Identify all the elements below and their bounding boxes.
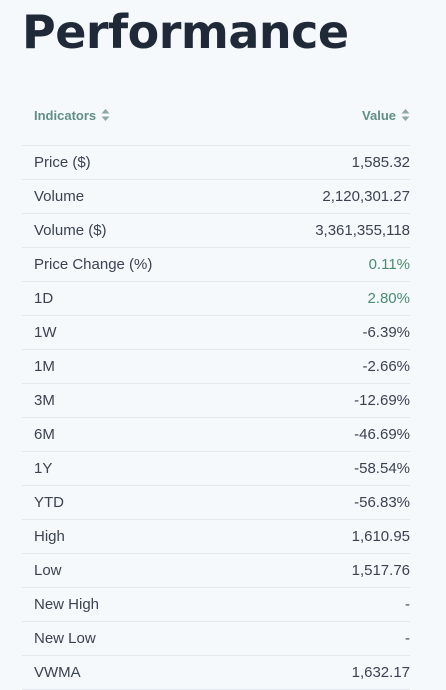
indicator-value: -46.69% [354, 426, 410, 443]
value-column-header[interactable]: Value [362, 108, 410, 123]
indicators-header-label: Indicators [34, 107, 97, 123]
value-header-label: Value [362, 107, 396, 123]
indicator-value: -6.39% [362, 324, 410, 341]
indicator-value: -12.69% [354, 392, 410, 409]
table-row: 1D 2.80% [22, 282, 410, 316]
indicator-label: New High [34, 596, 100, 613]
indicator-value: - [405, 630, 410, 647]
indicator-label: 1M [34, 358, 55, 375]
table-row: Volume ($) 3,361,355,118 [22, 214, 410, 248]
table-row: Price ($) 1,585.32 [22, 146, 410, 180]
indicator-value: -58.54% [354, 460, 410, 477]
indicator-value: 2,120,301.27 [322, 188, 410, 205]
indicator-value: 0.11% [368, 256, 410, 273]
indicator-label: Volume ($) [34, 222, 107, 239]
table-body: Price ($) 1,585.32 Volume 2,120,301.27 V… [22, 146, 410, 690]
indicator-value: 3,361,355,118 [315, 222, 410, 239]
indicator-label: Price Change (%) [34, 256, 153, 273]
table-row: Low 1,517.76 [22, 554, 410, 588]
indicator-value: 1,585.32 [351, 154, 410, 171]
indicator-value: 1,632.17 [351, 664, 410, 681]
indicator-label: 1Y [34, 460, 53, 477]
indicator-label: 3M [34, 392, 55, 409]
indicator-value: 1,610.95 [351, 528, 410, 545]
indicator-label: 1D [34, 290, 54, 307]
performance-table: Indicators Value Price ($) 1,585.32 Volu… [22, 85, 410, 690]
indicator-label: 6M [34, 426, 55, 443]
indicator-label: VWMA [34, 664, 81, 681]
indicator-label: Price ($) [34, 154, 91, 171]
table-row: 1Y -58.54% [22, 452, 410, 486]
table-header: Indicators Value [22, 85, 410, 146]
page-title: Performance [22, 5, 349, 59]
indicator-label: High [34, 528, 65, 545]
table-row: 3M -12.69% [22, 384, 410, 418]
table-row: 1W -6.39% [22, 316, 410, 350]
indicators-column-header[interactable]: Indicators [34, 108, 110, 123]
table-row: High 1,610.95 [22, 520, 410, 554]
table-row: 6M -46.69% [22, 418, 410, 452]
sort-icon [401, 109, 410, 121]
indicator-value: 2.80% [367, 290, 410, 307]
indicator-label: Volume [34, 188, 85, 205]
table-row: Price Change (%) 0.11% [22, 248, 410, 282]
indicator-value: - [405, 596, 410, 613]
indicator-value: -2.66% [362, 358, 410, 375]
table-row: New Low - [22, 622, 410, 656]
indicator-label: YTD [34, 494, 64, 511]
indicator-label: 1W [34, 324, 57, 341]
table-row: 1M -2.66% [22, 350, 410, 384]
indicator-label: Low [34, 562, 62, 579]
performance-panel: Performance Indicators Value Price ($) 1… [22, 5, 410, 690]
indicator-value: -56.83% [354, 494, 410, 511]
table-row: New High - [22, 588, 410, 622]
indicator-label: New Low [34, 630, 96, 647]
table-row: Volume 2,120,301.27 [22, 180, 410, 214]
table-row: YTD -56.83% [22, 486, 410, 520]
table-row: VWMA 1,632.17 [22, 656, 410, 690]
sort-icon [101, 109, 110, 121]
indicator-value: 1,517.76 [351, 562, 410, 579]
